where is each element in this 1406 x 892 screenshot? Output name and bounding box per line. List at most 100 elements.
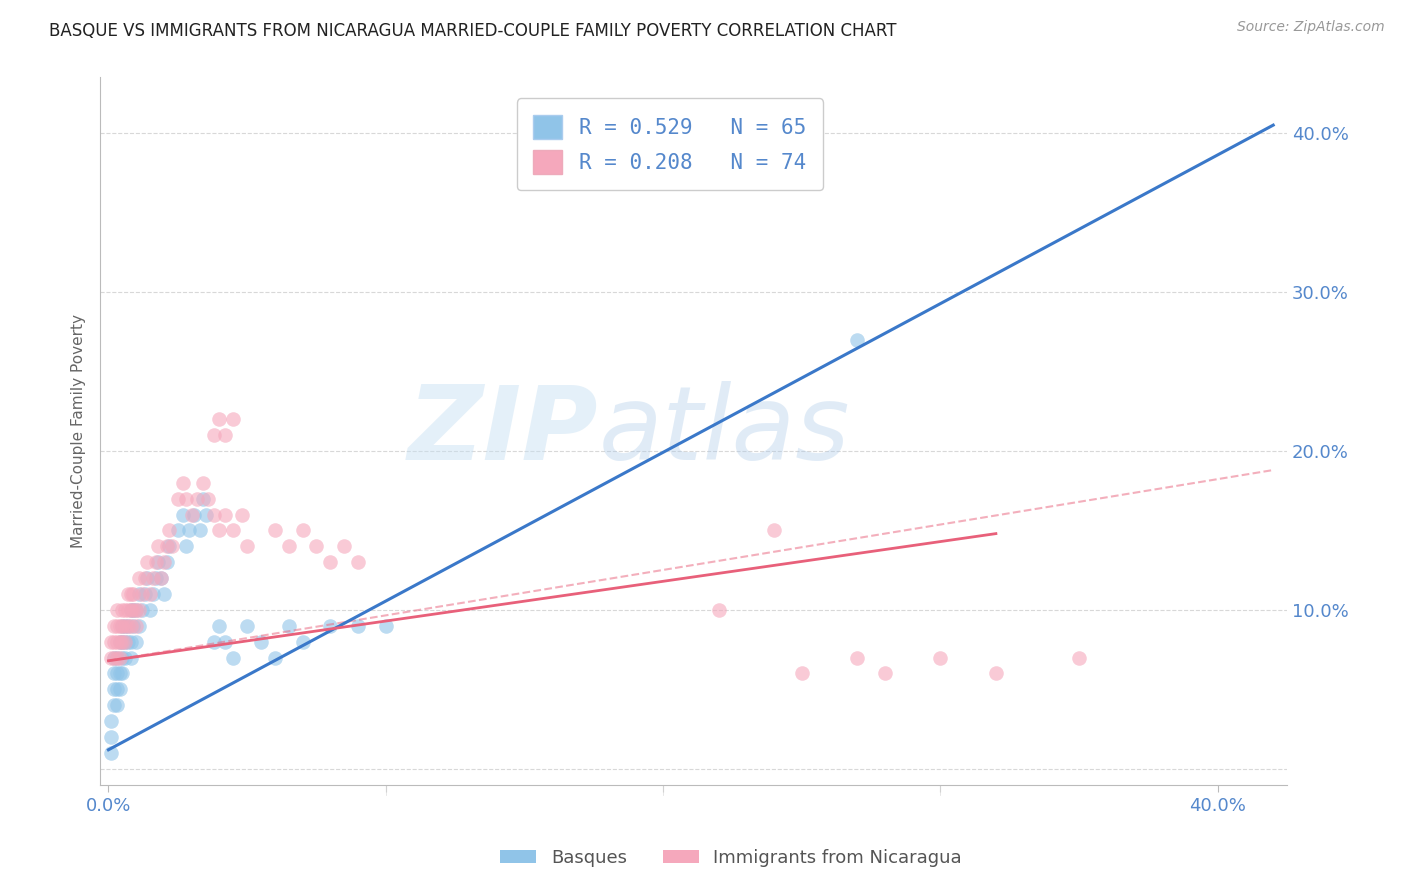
Point [120,603,142,617]
Point [120,603,142,617]
Legend: Basques, Immigrants from Nicaragua: Basques, Immigrants from Nicaragua [494,842,969,874]
Point [114,619,136,633]
Point [693,142,716,156]
Point [117,587,139,601]
Text: Source: ZipAtlas.com: Source: ZipAtlas.com [1237,20,1385,34]
Point [105,634,128,648]
Point [105,650,128,665]
Point [1067,650,1090,665]
Point [114,650,136,665]
Point [148,555,170,569]
Point [111,634,134,648]
Point [139,587,162,601]
Point [100,634,122,648]
Point [114,603,136,617]
Point [194,508,217,522]
Point [231,508,253,522]
Point [111,603,134,617]
Point [214,634,236,648]
Point [277,619,299,633]
Point [166,491,188,506]
Point [120,634,142,648]
Point [208,619,231,633]
Point [160,539,183,553]
Point [159,539,181,553]
Point [250,634,273,648]
Point [291,524,314,538]
Point [100,730,122,744]
Point [105,603,128,617]
Point [120,619,142,633]
Point [111,650,134,665]
Point [111,619,134,633]
Point [142,571,165,585]
Point [263,524,285,538]
Point [105,666,128,681]
Point [128,587,150,601]
Point [156,555,179,569]
Point [186,491,208,506]
Point [153,555,176,569]
Point [100,650,122,665]
Point [134,587,156,601]
Point [136,555,159,569]
Point [291,634,314,648]
Point [145,555,167,569]
Point [103,682,125,697]
Point [208,412,231,426]
Point [202,508,225,522]
Point [103,634,125,648]
Point [108,634,131,648]
Point [103,650,125,665]
Point [177,524,200,538]
Point [117,619,139,633]
Point [105,619,128,633]
Point [929,650,952,665]
Point [202,634,225,648]
Point [125,603,148,617]
Point [846,650,869,665]
Point [277,539,299,553]
Point [347,619,370,633]
Point [105,650,128,665]
Point [172,508,194,522]
Point [108,650,131,665]
Point [114,634,136,648]
Point [125,619,148,633]
Point [222,650,245,665]
Point [305,539,328,553]
Point [105,682,128,697]
Point [174,539,197,553]
Point [197,491,219,506]
Point [763,524,786,538]
Point [108,634,131,648]
Point [128,571,150,585]
Point [319,619,342,633]
Point [319,555,342,569]
Point [117,603,139,617]
Point [122,603,145,617]
Point [166,524,188,538]
Point [131,603,153,617]
Text: atlas: atlas [599,381,851,481]
Point [174,491,197,506]
Point [150,571,173,585]
Point [846,333,869,347]
Point [153,587,176,601]
Point [120,587,142,601]
Point [125,603,148,617]
Point [236,619,259,633]
Point [333,539,356,553]
Point [222,412,245,426]
Point [120,650,142,665]
Point [139,603,162,617]
Point [111,666,134,681]
Y-axis label: Married-Couple Family Poverty: Married-Couple Family Poverty [72,314,86,548]
Point [128,619,150,633]
Point [111,634,134,648]
Point [873,666,896,681]
Point [122,587,145,601]
Point [103,698,125,713]
Point [108,682,131,697]
Point [117,634,139,648]
